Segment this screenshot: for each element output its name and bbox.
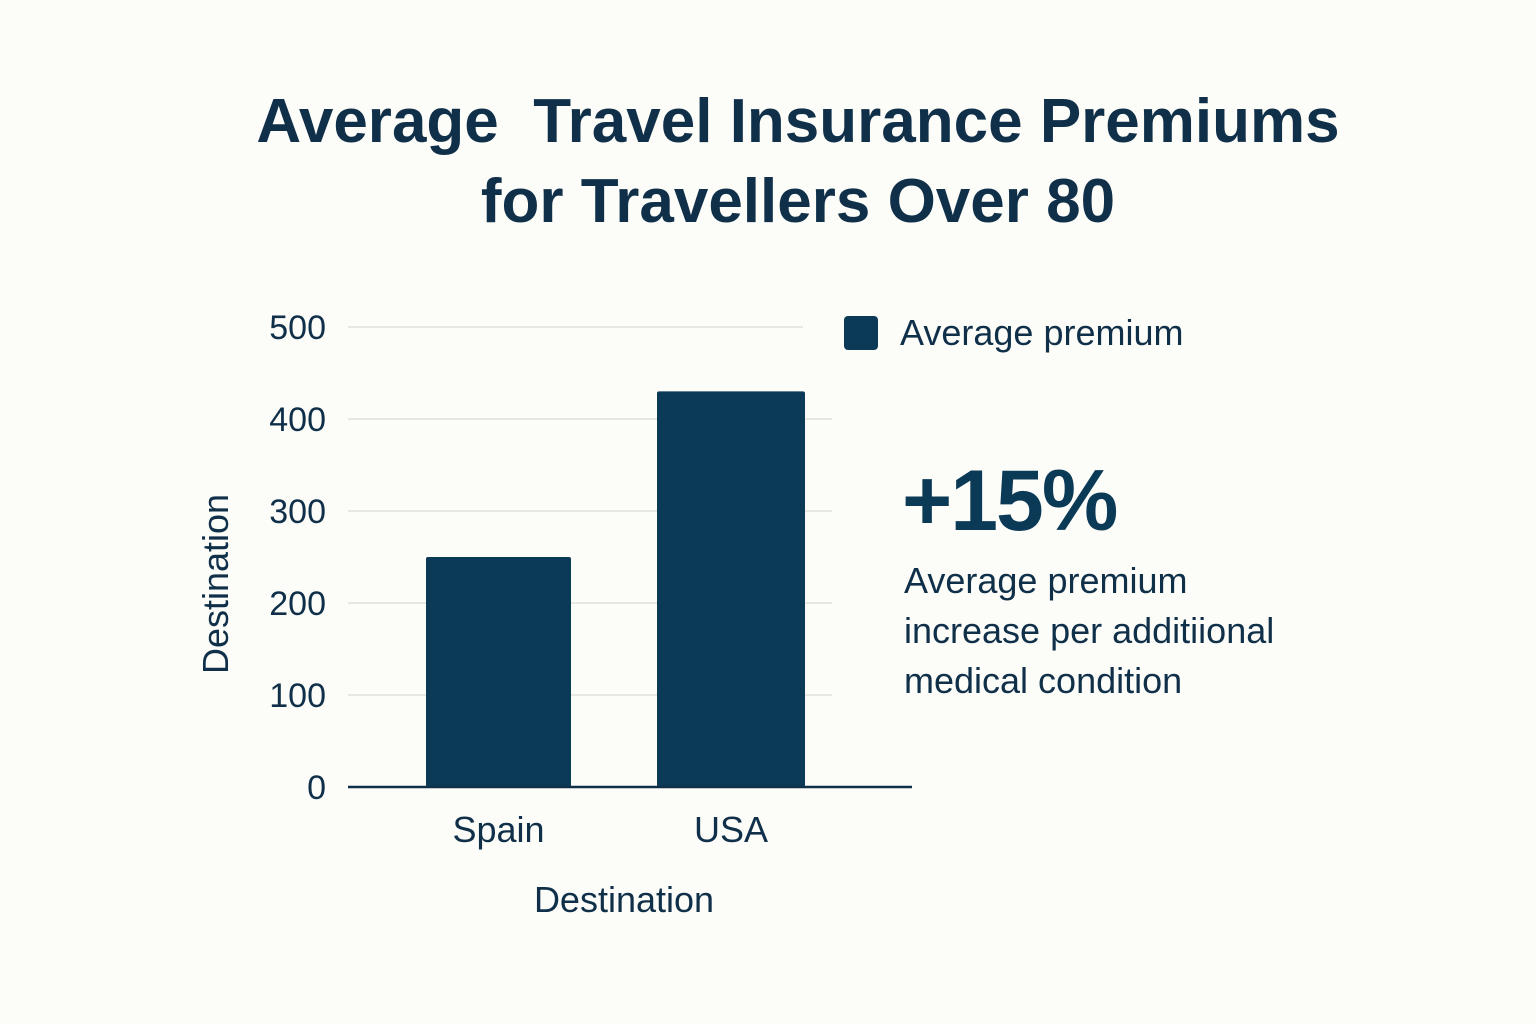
legend-swatch bbox=[844, 316, 878, 350]
y-tick-label: 0 bbox=[307, 769, 326, 807]
y-tick-label: 100 bbox=[269, 677, 326, 715]
legend: Average premium bbox=[844, 312, 1183, 354]
chart-title-line-1: Average Travel Insurance Premiums bbox=[256, 87, 1340, 156]
x-tick-label: USA bbox=[694, 809, 768, 850]
y-tick-label: 200 bbox=[269, 585, 326, 623]
y-tick-label: 300 bbox=[269, 493, 326, 531]
bar-usa bbox=[657, 391, 805, 787]
chart-title-line-2: for Travellers Over 80 bbox=[480, 167, 1116, 236]
y-tick-label: 400 bbox=[269, 401, 326, 439]
legend-label: Average premium bbox=[900, 312, 1184, 353]
callout-description: Average premium increase per additiional… bbox=[904, 556, 1274, 706]
callout-line-3: medical condition bbox=[904, 660, 1183, 701]
x-tick-label: Spain bbox=[452, 809, 544, 850]
bar-spain bbox=[426, 557, 571, 787]
y-tick-label: 500 bbox=[269, 309, 326, 347]
callout-value: +15% bbox=[902, 453, 1118, 549]
chart-title: Average Travel Insurance Premiums for Tr… bbox=[0, 82, 1536, 242]
x-axis-label: Destination bbox=[534, 879, 714, 920]
callout-line-1: Average premium bbox=[904, 560, 1188, 601]
callout-line-2: increase per additiional bbox=[904, 610, 1275, 651]
y-axis-label: Destination bbox=[195, 494, 236, 674]
